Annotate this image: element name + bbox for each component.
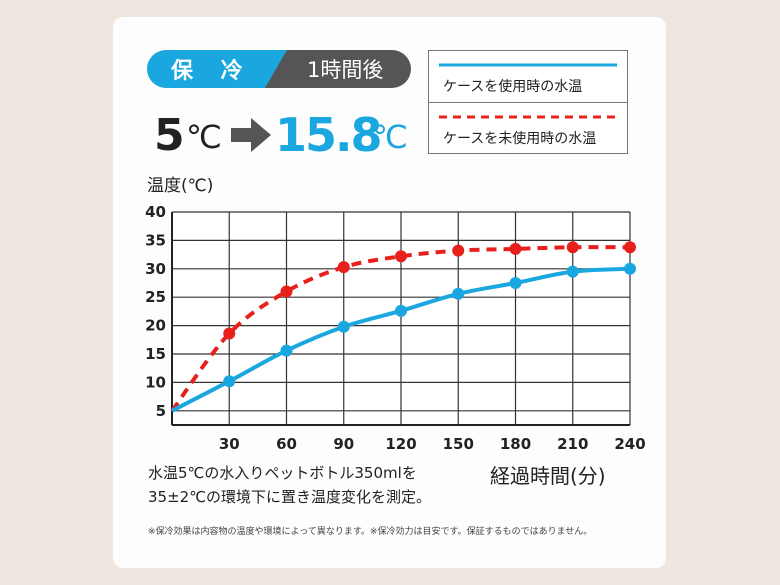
badge-mode-background	[147, 50, 287, 88]
y-tick-label-25: 25	[145, 288, 166, 306]
series-line-without-case	[170, 245, 631, 412]
data-point-without-case-150	[452, 244, 465, 257]
y-axis-label: 温度(℃)	[147, 176, 214, 196]
data-point-without-case-60	[280, 285, 293, 298]
legend-swatches	[439, 63, 617, 119]
x-axis-label: 経過時間(分)	[490, 464, 606, 488]
arrow-right-icon	[231, 118, 271, 152]
data-point-without-case-240	[624, 241, 636, 254]
data-point-with-case-150	[452, 287, 465, 300]
data-point-with-case-60	[280, 344, 293, 357]
x-tick-label-90: 90	[333, 435, 354, 453]
measurement-note-line1: 水温5℃の水入りペットボトル350mlを	[148, 464, 417, 482]
y-tick-label-15: 15	[145, 345, 166, 363]
x-tick-label-60: 60	[276, 435, 297, 453]
badge-elapsed-background	[265, 50, 411, 88]
y-tick-label-40: 40	[145, 203, 166, 221]
x-tick-label-180: 180	[500, 435, 531, 453]
disclaimer-footnote: ※保冷効果は内容物の温度や環境によって異なります。※保冷効力は目安です。保証する…	[148, 527, 593, 537]
chart-legend: ケースを使用時の水温 ケースを未使用時の水温	[428, 50, 628, 154]
x-tick-label-210: 210	[557, 435, 588, 453]
data-point-with-case-210	[566, 265, 579, 278]
data-point-without-case-210	[566, 241, 579, 254]
badge-mode-label: 保 冷	[171, 59, 253, 84]
data-point-with-case-30	[223, 375, 236, 388]
start-temperature: 5	[154, 110, 185, 161]
y-tick-label-5: 5	[156, 402, 166, 420]
legend-label-with-case: ケースを使用時の水温	[443, 79, 583, 95]
mode-badge: 保 冷 1時間後	[147, 50, 411, 88]
data-point-with-case-90	[337, 320, 350, 333]
x-tick-label-120: 120	[385, 435, 416, 453]
data-point-without-case-180	[509, 242, 522, 255]
end-temperature: 15.8	[275, 108, 382, 162]
data-point-without-case-120	[395, 250, 407, 263]
x-tick-label-150: 150	[443, 435, 474, 453]
y-tick-label-35: 35	[145, 231, 166, 249]
x-tick-label-30: 30	[219, 435, 240, 453]
measurement-note-line2: 35±2℃の環境下に置き温度変化を測定。	[148, 488, 432, 506]
legend-divider	[429, 102, 627, 103]
data-point-with-case-240	[624, 262, 636, 275]
data-point-with-case-120	[395, 304, 407, 317]
data-point-without-case-30	[223, 327, 236, 340]
end-temperature-unit: ℃	[372, 118, 408, 156]
y-tick-label-20: 20	[145, 317, 166, 335]
data-point-without-case-90	[337, 261, 350, 274]
badge-elapsed-label: 1時間後	[307, 58, 384, 82]
data-point-with-case-180	[509, 277, 522, 289]
y-tick-label-10: 10	[145, 373, 166, 391]
y-tick-label-30: 30	[145, 260, 166, 278]
legend-label-without-case: ケースを未使用時の水温	[443, 131, 597, 147]
x-tick-label-240: 240	[614, 435, 645, 453]
start-temperature-unit: ℃	[186, 118, 222, 156]
